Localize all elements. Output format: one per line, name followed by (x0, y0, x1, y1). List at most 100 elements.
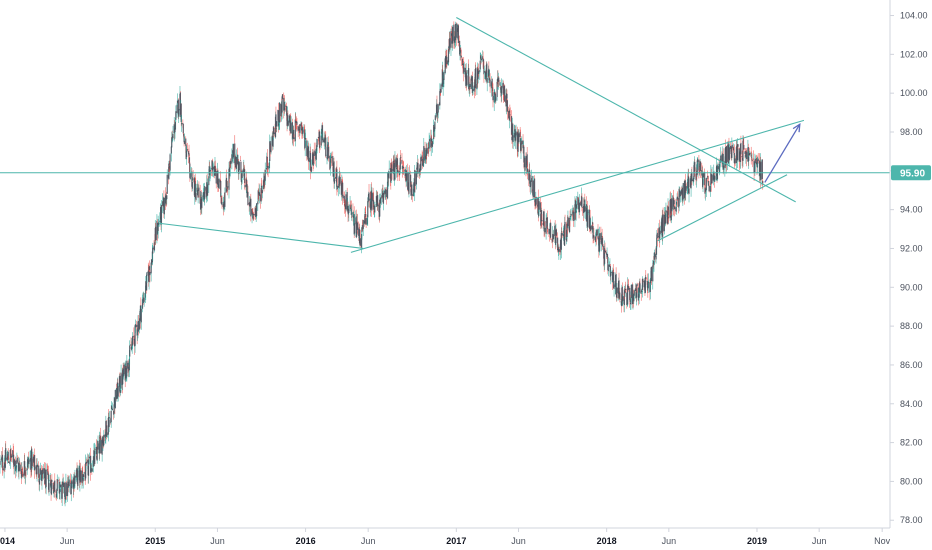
candle-body (688, 188, 690, 194)
candle-body (440, 84, 442, 93)
candle-body (601, 235, 603, 238)
candle-body (705, 178, 707, 191)
candle-body (298, 127, 300, 129)
candle-body (115, 388, 118, 400)
candle-body (656, 234, 658, 247)
candle-body (168, 163, 170, 165)
candle-body (22, 471, 24, 473)
candle-body (427, 148, 429, 149)
candle-body (381, 195, 383, 197)
candle-body (61, 484, 63, 499)
candle-body (90, 469, 92, 472)
candle-body (401, 160, 403, 164)
candle-body (361, 225, 364, 227)
candle-body (587, 209, 589, 228)
candle-body (209, 166, 211, 175)
candle-body (702, 179, 704, 186)
candle-body (50, 480, 53, 495)
candle-body (349, 205, 352, 207)
candle-body (99, 435, 102, 440)
candle-body (704, 171, 706, 186)
candle-body (64, 482, 66, 497)
candle-body (229, 167, 231, 177)
x-tick-label: Nov (874, 536, 891, 546)
candle-body (359, 238, 361, 246)
candle-body (237, 161, 240, 172)
candle-body (304, 140, 306, 148)
candle-body (229, 160, 231, 168)
candle-body (71, 481, 73, 489)
candle-body (578, 202, 581, 213)
candle-body (379, 199, 381, 217)
y-tick-label: 90.00 (900, 282, 923, 292)
candle-body (117, 386, 119, 397)
candle-body (250, 198, 252, 217)
candle-body (186, 150, 188, 152)
candle-body (100, 440, 102, 454)
candle-body (686, 186, 688, 189)
candle-body (267, 166, 269, 170)
candle-body (134, 325, 136, 346)
candle-body (646, 281, 649, 288)
candle-body (491, 87, 494, 92)
candle-body (26, 468, 28, 471)
candle-body (450, 31, 452, 48)
candle-body (445, 57, 447, 68)
candle-body (139, 318, 141, 330)
candle-body (327, 142, 329, 147)
candle-body (408, 172, 410, 194)
candle-body (430, 136, 432, 148)
candle-body (624, 288, 627, 291)
candle-body (427, 147, 429, 154)
candle-body (252, 215, 254, 219)
candle-body (640, 291, 642, 293)
candle-body (508, 110, 510, 118)
candle-body (231, 155, 233, 157)
candle-body (19, 464, 21, 472)
candle-body (318, 131, 321, 149)
candle-body (65, 482, 67, 496)
candle-body (758, 160, 761, 177)
candle-body (403, 166, 405, 169)
candle-body (174, 128, 176, 133)
candle-body (747, 147, 749, 162)
candle-body (681, 187, 684, 201)
candle-body (240, 172, 242, 182)
candle-body (292, 134, 294, 139)
candle-body (287, 115, 289, 125)
candle-body (120, 390, 122, 393)
candle-body (43, 468, 46, 479)
y-tick-label: 78.00 (900, 515, 923, 525)
candle-body (564, 224, 566, 246)
candle-body (307, 146, 310, 162)
candle-body (147, 270, 149, 273)
candle-body (636, 283, 638, 287)
candle-body (731, 145, 733, 158)
candle-body (751, 157, 753, 158)
candle-body (561, 231, 563, 232)
candle-body (255, 208, 257, 217)
candle-body (80, 470, 82, 482)
candle-body (674, 206, 676, 210)
candle-body (321, 125, 324, 141)
candle-body (575, 204, 578, 209)
candle-body (361, 234, 363, 248)
candle-body (220, 180, 222, 197)
trendline-support-2015-2016 (158, 222, 364, 250)
candle-body (176, 104, 178, 113)
candle-body (347, 205, 349, 214)
candle-body (382, 192, 385, 204)
candle-body (557, 237, 559, 251)
y-tick-label: 82.00 (900, 438, 923, 448)
candle-body (554, 225, 556, 236)
candle-body (619, 292, 621, 300)
candle-body (284, 107, 286, 111)
candle-body (630, 298, 632, 305)
current-price-label: 95.90 (900, 168, 925, 179)
candle-body (185, 138, 187, 146)
candle-body (25, 470, 27, 471)
candle-body (88, 459, 90, 465)
candle-body (716, 169, 719, 180)
candle-body (648, 281, 650, 283)
